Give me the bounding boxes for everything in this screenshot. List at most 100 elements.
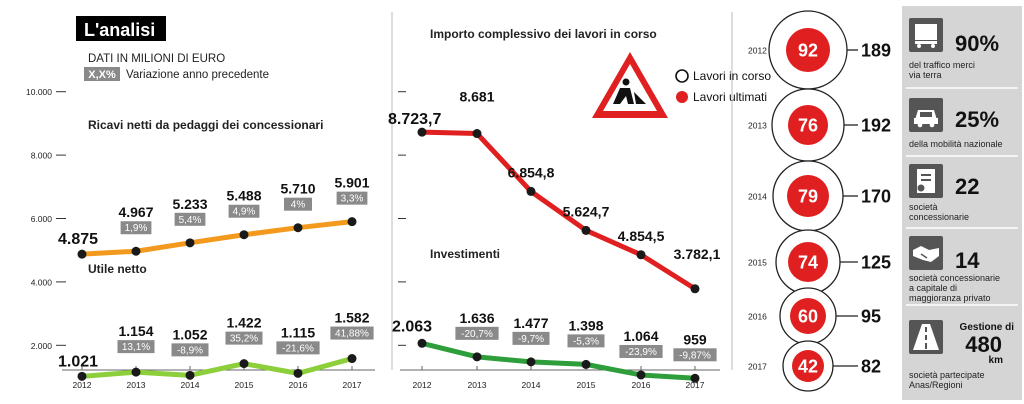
works-done-value: 79 [798, 187, 818, 207]
investments-title: Investimenti [430, 247, 500, 261]
revenue-change-badge [284, 197, 312, 211]
works-done-circle [790, 298, 826, 334]
stat-desc: del traffico merci [909, 60, 975, 70]
stat-value: 480 [965, 332, 1002, 357]
revenue-change-label: 1,9% [125, 223, 148, 234]
y-tick-label: 10.000 [26, 87, 52, 97]
investments-change-badge [673, 348, 717, 362]
profit-value-label: 1.115 [281, 324, 315, 340]
investments-value-label: 959 [683, 331, 707, 347]
works-done-circle [786, 28, 830, 72]
stat-value: 25% [955, 107, 999, 132]
investments-point [581, 359, 591, 369]
investments-change-label: -9,7% [518, 334, 544, 345]
stat-desc: società partecipate [909, 370, 985, 380]
stat-value: 14 [955, 248, 980, 273]
works-done-value: 76 [798, 116, 818, 136]
works-year-label: 2016 [748, 312, 767, 322]
x-tick-label: 2015 [577, 380, 596, 390]
stat-desc: società [909, 202, 938, 212]
revenue-title: Ricavi netti da pedaggi dei concessionar… [88, 118, 323, 132]
x-tick-label: 2013 [127, 380, 146, 390]
works-point [636, 250, 646, 260]
works-done-value: 92 [798, 41, 818, 61]
investments-point [636, 370, 646, 380]
investments-value-label: 2.063 [392, 318, 432, 335]
chart-marks: 10.000 8.000 6.000 4.000 2.000 2012 2012 2013 20… [26, 10, 891, 392]
profit-point [347, 354, 357, 364]
works-value-label: 8.681 [459, 89, 494, 105]
y-tick-label: 2.000 [31, 341, 53, 351]
investments-change-badge [512, 331, 550, 345]
truck-icon [909, 18, 943, 52]
works-value-label: 5.624,7 [563, 203, 610, 219]
investments-change-badge [455, 326, 499, 340]
works-done-circle [792, 350, 824, 382]
page-title: L'analisi [84, 20, 155, 40]
x-tick-label: 2017 [686, 380, 705, 390]
stat-unit: km [989, 355, 1004, 366]
legend-done-swatch [676, 91, 688, 103]
works-year-label: 2015 [748, 258, 767, 268]
revenue-value-label: 5.488 [226, 188, 261, 204]
profit-change-badge [171, 343, 209, 357]
works-done-circle [788, 242, 828, 282]
roadworks-sign-icon [592, 52, 668, 118]
revenue-change-badge [174, 212, 206, 226]
x-tick-label: 2014 [181, 380, 200, 390]
revenue-change-label: 4,9% [233, 207, 256, 218]
works-point [526, 186, 536, 196]
y-tick-label: 4.000 [31, 277, 53, 287]
works-open-value: 82 [861, 357, 881, 377]
revenue-change-badge [336, 191, 368, 205]
revenue-value-label: 5.901 [334, 175, 369, 191]
profit-change-badge [276, 341, 320, 355]
works-line [419, 129, 698, 292]
investments-point [526, 357, 536, 367]
investments-change-label: -5,3% [573, 336, 599, 347]
x-tick-label: 2017 [343, 380, 362, 390]
works-done-circle [787, 175, 829, 217]
works-value-label: 6.854,8 [508, 164, 555, 180]
revenue-change-badge [228, 204, 260, 218]
revenue-line [79, 219, 355, 257]
stat-desc: maggioranza privato [909, 293, 991, 303]
stat-desc: a capitale di [909, 283, 957, 293]
variation-badge [84, 67, 120, 81]
revenue-point [185, 238, 195, 248]
profit-value-label: 1.052 [172, 326, 207, 342]
units-label: DATI IN MILIONI DI EURO [88, 53, 225, 65]
investments-point [417, 338, 427, 348]
investments-point [472, 352, 482, 362]
profit-value-label: 1.582 [334, 310, 369, 326]
works-done-value: 60 [798, 307, 818, 327]
stat-prefix: Gestione di [960, 322, 1015, 333]
works-open-value: 189 [861, 41, 891, 61]
legend-open-swatch [675, 69, 689, 83]
profit-value-label: 1.422 [226, 315, 261, 331]
x-tick-label: 2016 [632, 380, 651, 390]
investments-point [690, 373, 700, 383]
works-value-label: 8.723,7 [388, 111, 441, 128]
investments-change-label: -20,7% [461, 329, 493, 340]
profit-change-badge [225, 331, 263, 345]
revenue-point [293, 223, 303, 233]
investments-line [419, 340, 698, 381]
variation-badge-text: X,X% [88, 69, 116, 81]
profit-change-label: 41,88% [335, 329, 369, 340]
profit-change-label: -21,6% [282, 343, 314, 354]
variation-label: Variazione anno precedente [126, 69, 269, 81]
revenue-value-label: 4.875 [58, 231, 98, 248]
works-open-value: 95 [861, 307, 881, 327]
revenue-point [347, 217, 357, 227]
revenue-change-label: 3,3% [341, 194, 364, 205]
revenue-point [77, 249, 87, 259]
revenue-value-label: 4.967 [118, 204, 153, 220]
profit-change-badge [330, 326, 374, 340]
title-box [76, 16, 166, 41]
x-tick-label: 2012 [413, 380, 432, 390]
profit-point [77, 371, 87, 381]
stat-desc: concessionarie [909, 212, 969, 222]
